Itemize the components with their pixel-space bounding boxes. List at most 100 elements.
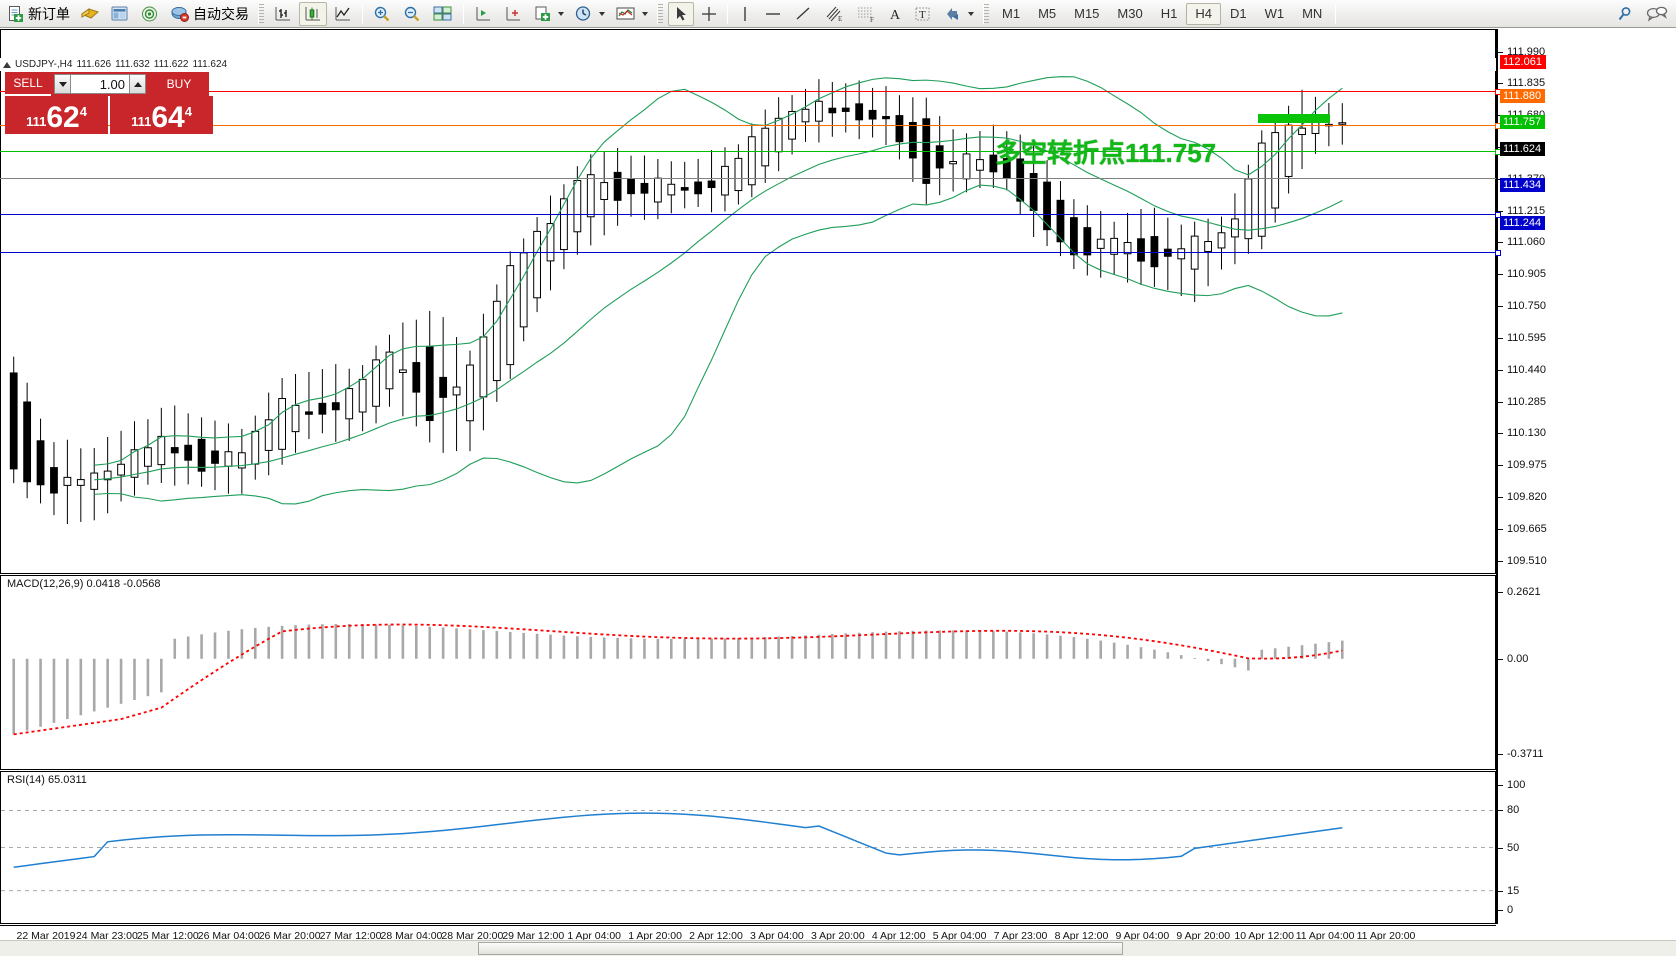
zoom-in-icon[interactable] (368, 2, 396, 26)
line-chart-icon[interactable] (329, 2, 357, 26)
svg-text:A: A (890, 8, 901, 23)
trendline-icon[interactable] (789, 2, 817, 26)
ohlc-high: 111.632 (115, 59, 150, 70)
cursor-arrow-icon[interactable] (668, 1, 694, 26)
chevron-down-icon[interactable] (968, 11, 974, 16)
macd-axis[interactable]: 0.2621 0.00 -0.3711 (1496, 575, 1676, 771)
time-tick: 9 Apr 04:00 (1115, 930, 1170, 942)
support-blue-2-label: 111.244 (1500, 216, 1546, 230)
auto-scroll-icon[interactable] (499, 2, 527, 26)
time-tick: 9 Apr 20:00 (1176, 930, 1231, 942)
buy-price-main: 64 (151, 101, 185, 134)
pivot-annotation: 多空转折点111.757 (995, 138, 1217, 168)
line-handle[interactable] (1495, 250, 1501, 256)
resistance-orange-label: 111.880 (1500, 89, 1546, 103)
sell-button[interactable]: SELL (5, 72, 51, 96)
chevron-down-icon[interactable] (558, 11, 564, 16)
rsi-tick: 80 (1498, 804, 1519, 816)
new-order-button[interactable]: 新订单 (3, 2, 74, 26)
pivot-green-line[interactable] (0, 149, 1501, 155)
timeframe-m5[interactable]: M5 (1038, 6, 1057, 21)
support-blue-2-line[interactable] (0, 250, 1501, 256)
svg-text:T: T (919, 9, 926, 21)
ohlc-close: 111.624 (192, 59, 228, 70)
vertical-line-icon[interactable] (733, 2, 757, 26)
volume-input[interactable]: 1.00 (71, 74, 129, 94)
sell-price-pip: 4 (79, 104, 87, 119)
chevron-down-icon[interactable] (599, 11, 605, 16)
time-tick: 5 Apr 04:00 (932, 930, 987, 942)
timeframe-w1[interactable]: W1 (1264, 6, 1285, 21)
collapse-arrow-icon[interactable] (3, 61, 11, 68)
resistance-orange-line[interactable] (0, 123, 1501, 129)
resistance-red-line[interactable] (0, 89, 1501, 95)
equidistant-channel-icon[interactable]: E (819, 2, 849, 26)
search-icon[interactable] (1611, 2, 1639, 26)
candlestick-chart-icon[interactable] (299, 1, 327, 26)
text-box-icon[interactable]: T (909, 2, 937, 26)
horizontal-scrollbar[interactable] (0, 940, 1676, 956)
templates-icon[interactable] (611, 2, 652, 26)
bar-chart-icon[interactable] (269, 2, 297, 26)
chart-workspace[interactable]: USDJPY-,H4 111.626 111.632 111.622 111.6… (0, 29, 1676, 956)
navigator-icon[interactable] (136, 2, 164, 26)
rsi-label: RSI(14) 65.0311 (5, 774, 89, 786)
time-tick: 11 Apr 04:00 (1295, 930, 1355, 942)
ohlc-low: 111.622 (153, 59, 189, 70)
buy-price-display[interactable]: 111 64 4 (110, 96, 213, 134)
symbol-name: USDJPY-,H4 (15, 59, 73, 70)
toolbar-grip-2[interactable] (657, 3, 663, 24)
tile-windows-icon[interactable] (428, 2, 458, 26)
timeframe-m30[interactable]: M30 (1117, 6, 1143, 21)
sell-price-display[interactable]: 111 62 4 (5, 96, 108, 134)
toolbar-grip[interactable] (258, 3, 264, 24)
svg-text:E: E (838, 15, 842, 23)
sell-price-prefix: 111 (26, 114, 47, 129)
one-click-trading-panel[interactable]: SELL 1.00 BUY 111 62 4 111 64 4 (5, 72, 213, 134)
toolbar-grip-3[interactable] (983, 3, 989, 24)
zoom-out-icon[interactable] (398, 2, 426, 26)
price-tick: 111.215 (1498, 205, 1545, 217)
volume-increase-button[interactable] (129, 74, 146, 94)
volume-decrease-button[interactable] (54, 74, 71, 94)
strategy-tester-icon[interactable]: 自动交易 (166, 2, 253, 26)
volume-stepper[interactable]: 1.00 (51, 72, 149, 96)
auto-trading-label: 自动交易 (193, 5, 249, 22)
chevron-down-icon[interactable] (642, 11, 648, 16)
expert-advisors-icon[interactable] (76, 2, 104, 26)
rsi-axis[interactable]: 100 80 50 15 0 (1496, 771, 1676, 924)
timeframe-h4[interactable]: H4 (1186, 2, 1221, 25)
buy-button[interactable]: BUY (149, 72, 209, 96)
support-blue-1-line[interactable] (0, 212, 1501, 218)
arrows-shapes-icon[interactable] (939, 2, 978, 26)
fibonacci-icon[interactable]: F (851, 2, 881, 26)
price-tick: 109.975 (1498, 459, 1547, 471)
chat-icon[interactable] (1641, 2, 1673, 26)
toolbar-divider-4 (1335, 3, 1337, 24)
text-label-icon[interactable]: A (883, 2, 907, 26)
price-pane[interactable] (0, 29, 1496, 574)
timeframe-h1[interactable]: H1 (1160, 6, 1178, 21)
price-axis[interactable]: 111.990111.835111.680111.525111.370111.2… (1496, 29, 1676, 575)
add-indicator-button[interactable] (529, 2, 568, 26)
timeframe-mn[interactable]: MN (1302, 6, 1323, 21)
time-tick: 26 Mar 04:00 (197, 930, 260, 942)
data-window-icon[interactable] (106, 2, 134, 26)
shift-chart-icon[interactable] (469, 2, 497, 26)
timeframe-d1[interactable]: D1 (1229, 6, 1247, 21)
macd-label: MACD(12,26,9) 0.0418 -0.0568 (5, 578, 163, 590)
price-tick: 110.285 (1498, 396, 1546, 408)
time-tick: 28 Mar 20:00 (441, 930, 504, 942)
current-price-line[interactable] (0, 178, 1496, 179)
scrollbar-thumb[interactable] (478, 942, 1123, 955)
crosshair-icon[interactable] (696, 2, 722, 26)
horizontal-line-icon[interactable] (759, 2, 787, 26)
rsi-pane[interactable]: RSI(14) 65.0311 (0, 771, 1496, 924)
line-handle[interactable] (1495, 212, 1501, 218)
macd-pane[interactable]: MACD(12,26,9) 0.0418 -0.0568 (0, 575, 1496, 770)
timeframe-m15[interactable]: M15 (1074, 6, 1100, 21)
rsi-tick: 100 (1498, 779, 1525, 791)
period-clock-icon[interactable] (570, 2, 609, 26)
timeframe-m1[interactable]: M1 (1002, 6, 1021, 21)
price-tick: 109.820 (1498, 491, 1547, 503)
